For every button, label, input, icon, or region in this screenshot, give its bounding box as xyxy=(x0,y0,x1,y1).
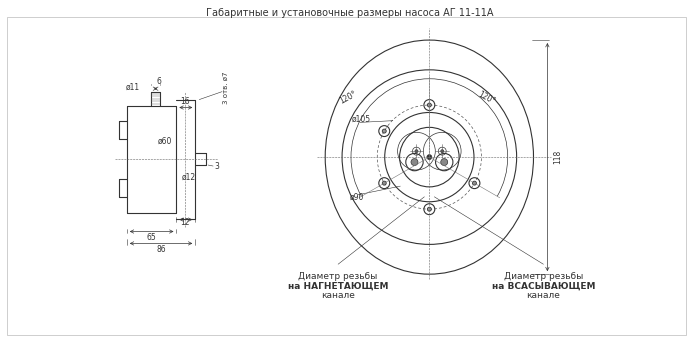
Text: 118: 118 xyxy=(553,150,562,164)
Circle shape xyxy=(382,181,386,185)
Text: 3: 3 xyxy=(214,161,219,171)
Circle shape xyxy=(428,207,431,211)
Text: 3 отв. ø7: 3 отв. ø7 xyxy=(223,71,229,104)
Text: на НАГНЕТАЮЩЕМ: на НАГНЕТАЮЩЕМ xyxy=(288,281,389,291)
Text: 6: 6 xyxy=(156,77,161,86)
Circle shape xyxy=(411,159,418,166)
Text: ø90: ø90 xyxy=(350,192,365,201)
Text: канале: канале xyxy=(321,291,355,301)
Text: 86: 86 xyxy=(156,245,166,254)
Text: 12: 12 xyxy=(181,218,190,227)
Text: Диаметр резьбы: Диаметр резьбы xyxy=(298,272,378,281)
Circle shape xyxy=(473,181,477,185)
Circle shape xyxy=(428,103,431,107)
Text: ø60: ø60 xyxy=(158,137,172,146)
Circle shape xyxy=(415,150,418,153)
Circle shape xyxy=(441,150,444,153)
Circle shape xyxy=(441,159,448,166)
Circle shape xyxy=(427,155,432,160)
Text: Габаритные и установочные размеры насоса АГ 11-11А: Габаритные и установочные размеры насоса… xyxy=(206,8,494,18)
Circle shape xyxy=(438,147,446,155)
Circle shape xyxy=(412,147,421,155)
Text: ø11: ø11 xyxy=(125,83,140,92)
Text: ø105: ø105 xyxy=(352,115,371,124)
Text: 120°: 120° xyxy=(477,89,497,106)
Text: ø12: ø12 xyxy=(181,172,195,182)
Text: Диаметр резьбы: Диаметр резьбы xyxy=(504,272,583,281)
Text: 16: 16 xyxy=(181,97,190,106)
Text: на ВСАСЫВАЮЩЕМ: на ВСАСЫВАЮЩЕМ xyxy=(491,281,595,291)
Circle shape xyxy=(382,129,386,133)
Text: 120°: 120° xyxy=(338,89,358,106)
Text: 65: 65 xyxy=(147,233,157,242)
Text: канале: канале xyxy=(526,291,561,301)
